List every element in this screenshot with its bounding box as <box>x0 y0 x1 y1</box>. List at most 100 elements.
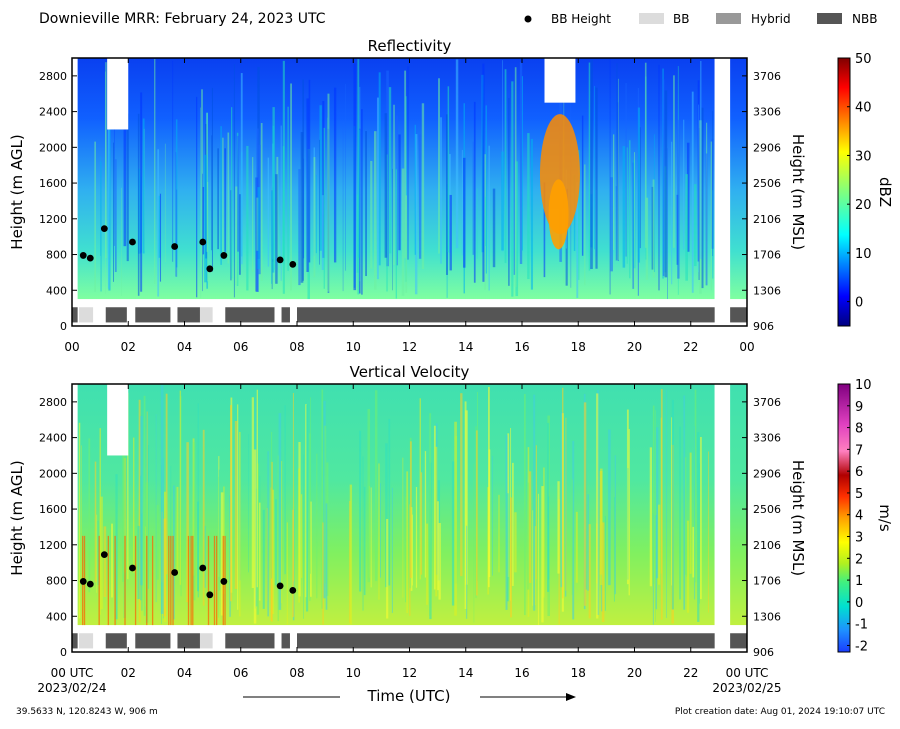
bb-height-marker <box>199 564 207 572</box>
colorbar-tick-label: 1 <box>855 574 863 589</box>
heatmap-streak <box>111 523 113 598</box>
heatmap-streak <box>140 415 143 586</box>
heatmap-streak <box>588 62 591 271</box>
heatmap-streak <box>142 118 145 254</box>
heatmap-streak <box>115 474 118 620</box>
y-tick-label: 400 <box>46 610 67 623</box>
heatmap-streak <box>492 188 496 268</box>
heatmap-streak <box>370 487 372 588</box>
legend-patch-hybrid <box>716 13 741 24</box>
heatmap-streak <box>504 69 507 263</box>
heatmap-streak <box>138 168 141 254</box>
heatmap-streak <box>514 67 517 288</box>
heatmap-streak <box>590 59 593 270</box>
heatmap-streak <box>113 124 115 246</box>
heatmap-streak <box>211 87 213 272</box>
band-segment-nbb <box>730 633 747 649</box>
y-tick-label: 2400 <box>39 106 67 119</box>
y-tick-label: 1600 <box>39 503 67 516</box>
band-segment-bb <box>79 633 94 649</box>
heatmap-streak <box>302 79 304 281</box>
heatmap-streak <box>230 190 232 281</box>
heatmap-streak <box>251 397 254 588</box>
heatmap-streak <box>266 507 268 601</box>
y2-tick-label: 3306 <box>753 432 781 445</box>
heatmap-streak <box>666 389 667 618</box>
heatmap-streak <box>601 522 605 623</box>
heatmap-streak <box>275 499 277 586</box>
y-tick-label: 1200 <box>39 539 67 552</box>
heatmap-streak <box>217 148 219 250</box>
heatmap-streak <box>537 493 539 626</box>
heatmap-streak <box>541 486 544 623</box>
heatmap-gap <box>107 58 129 130</box>
legend-label: BB <box>673 12 689 26</box>
colorbar-tick-label: 10 <box>855 247 872 262</box>
heatmap-streak <box>461 149 463 256</box>
heatmap-streak <box>710 141 713 291</box>
heatmap-streak <box>220 492 224 616</box>
y2-tick-label: 2106 <box>753 213 781 226</box>
heatmap-streak <box>286 522 288 625</box>
heatmap-streak <box>449 194 452 271</box>
y2-tick-label: 2506 <box>753 177 781 190</box>
heatmap-streak <box>133 437 135 573</box>
heatmap-streak <box>197 403 199 598</box>
y2-tick-label: 2506 <box>753 503 781 516</box>
bb-height-marker <box>100 551 108 559</box>
heatmap-streak <box>367 409 371 583</box>
bb-height-marker <box>289 260 297 268</box>
heatmap-streak <box>684 457 687 575</box>
heatmap-streak <box>322 522 324 625</box>
heatmap-streak <box>155 414 157 603</box>
y-tick-label: 1200 <box>39 213 67 226</box>
heatmap-streak <box>143 395 146 616</box>
heatmap-streak <box>527 482 530 590</box>
heatmap-streak <box>700 437 702 600</box>
band-segment-nbb <box>105 633 127 649</box>
heatmap-streak <box>218 476 219 618</box>
heatmap-streak <box>482 63 485 282</box>
heatmap-streak <box>278 413 282 610</box>
heatmap-streak <box>200 107 202 298</box>
heatmap-streak <box>407 66 409 260</box>
x-tick-label: 12 <box>402 340 417 354</box>
heatmap-streak <box>271 489 275 615</box>
heatmap-downdraft-streak <box>216 535 218 626</box>
y2-axis-label: Height (m MSL) <box>789 460 807 576</box>
colorbar <box>837 57 851 327</box>
bb-height-marker <box>79 252 87 259</box>
heatmap-streak <box>319 105 322 251</box>
heatmap-streak <box>562 387 564 599</box>
heatmap-streak <box>204 154 207 283</box>
heatmap-streak <box>325 503 328 610</box>
panel-title: Vertical Velocity <box>350 363 470 381</box>
colorbar-tick-label: 5 <box>855 487 863 502</box>
heatmap-missing-data <box>721 57 729 301</box>
heatmap-streak <box>255 488 258 607</box>
heatmap-streak <box>358 129 360 258</box>
band-segment-nbb <box>105 307 127 323</box>
heatmap-streak <box>393 104 395 266</box>
heatmap-streak <box>692 526 695 578</box>
band-segment-bb <box>79 307 94 323</box>
bb-height-marker <box>206 265 214 273</box>
y2-tick-label: 1706 <box>753 575 781 588</box>
heatmap-streak <box>512 462 514 586</box>
heatmap-streak <box>284 405 286 575</box>
heatmap-downdraft-streak <box>190 535 192 626</box>
heatmap-streak <box>385 443 388 588</box>
heatmap-streak <box>473 463 475 623</box>
heatmap-streak <box>652 179 655 278</box>
legend-marker-bb-height <box>524 15 532 23</box>
heatmap-streak <box>637 107 641 263</box>
heatmap-downdraft-streak <box>114 535 116 626</box>
heatmap-streak <box>321 195 324 270</box>
heatmap-streak <box>306 98 309 272</box>
heatmap-streak <box>612 134 615 250</box>
heatmap-streak <box>97 520 99 585</box>
x-tick-label: 06 <box>233 666 248 680</box>
heatmap-streak <box>298 468 300 603</box>
heatmap-streak <box>319 139 320 265</box>
